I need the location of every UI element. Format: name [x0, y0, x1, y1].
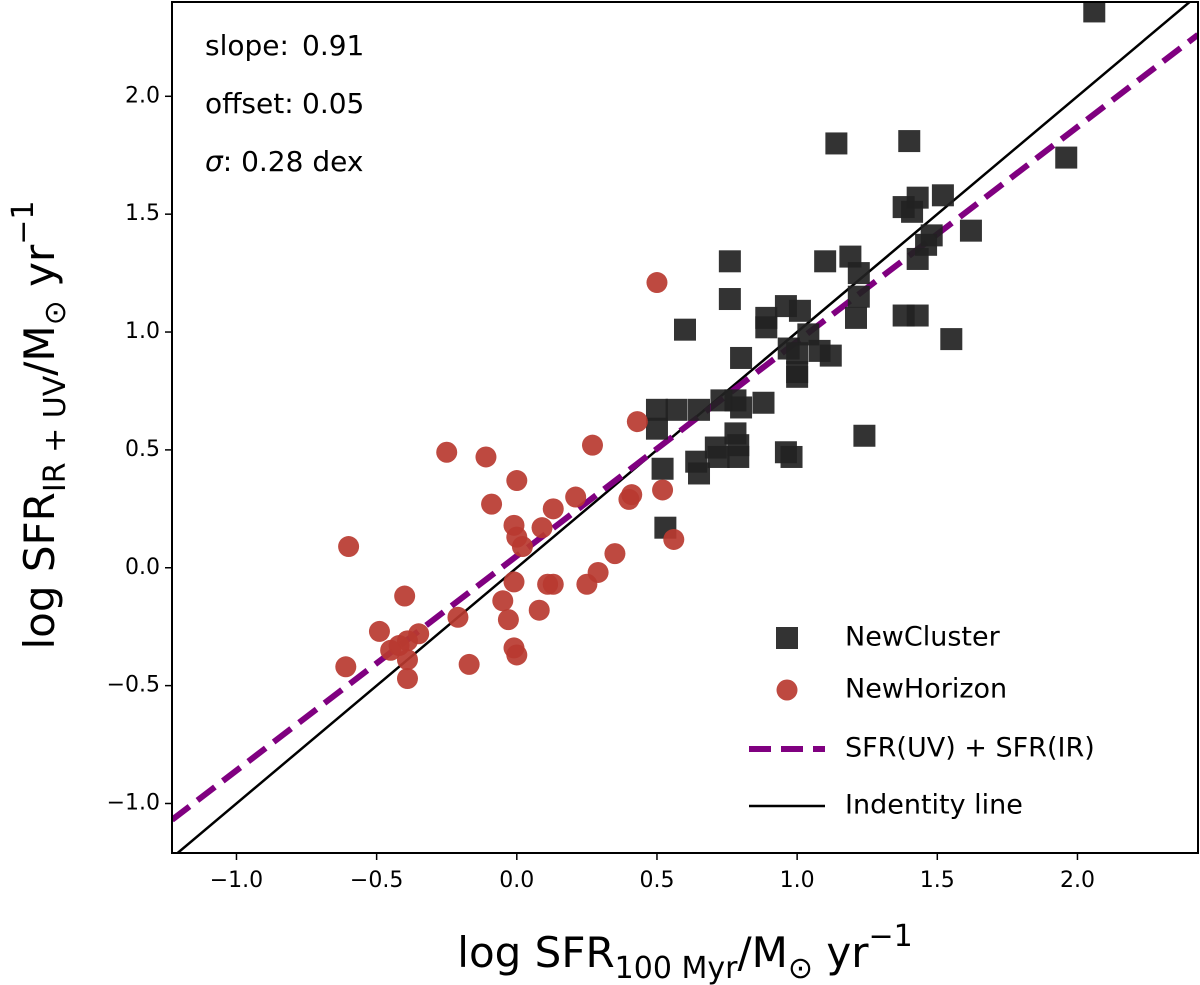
- plot-area: [172, 2, 1198, 853]
- y-tick-label: 1.0: [125, 319, 160, 344]
- square-marker: [730, 396, 753, 419]
- circle-marker: [511, 536, 533, 558]
- circle-marker: [506, 470, 528, 492]
- legend-marker: [776, 627, 798, 649]
- square-marker: [645, 417, 668, 440]
- circle-marker: [531, 517, 553, 539]
- square-marker: [825, 132, 848, 155]
- circle-marker: [528, 599, 550, 621]
- circle-marker: [503, 571, 525, 593]
- x-tick-label: 1.5: [920, 868, 955, 893]
- square-marker: [718, 288, 741, 311]
- circle-marker: [506, 644, 528, 666]
- x-tick-label: 2.0: [1060, 868, 1095, 893]
- circle-marker: [368, 620, 390, 642]
- legend-marker: [776, 679, 798, 701]
- x-tick-label: 0.5: [639, 868, 674, 893]
- square-marker: [665, 398, 688, 421]
- slope-label: slope:: [205, 29, 289, 62]
- square-marker: [651, 457, 674, 480]
- square-marker: [901, 200, 924, 223]
- square-marker: [645, 398, 668, 421]
- square-marker: [707, 445, 730, 468]
- circle-marker: [394, 585, 416, 607]
- y-tick-label: 1.5: [125, 201, 160, 226]
- square-marker: [674, 318, 696, 341]
- y-axis-label: log SFRIR + UV/M⊙ yr−1: [6, 200, 73, 649]
- square-marker: [688, 398, 711, 421]
- square-marker: [718, 250, 741, 273]
- circle-marker: [646, 272, 668, 294]
- circle-marker: [626, 411, 648, 433]
- square-marker: [786, 342, 809, 365]
- square-marker: [847, 262, 870, 285]
- x-tick-label: −1.0: [210, 868, 263, 893]
- circle-marker: [458, 653, 480, 675]
- square-marker: [931, 184, 954, 207]
- square-marker: [839, 245, 862, 268]
- offset-value: 0.05: [302, 87, 364, 120]
- offset-label: offset:: [205, 87, 294, 120]
- y-tick-label: 0.5: [125, 437, 160, 462]
- circle-marker: [447, 606, 469, 628]
- circle-marker: [576, 573, 598, 595]
- square-marker: [906, 247, 929, 270]
- square-marker: [906, 304, 929, 327]
- x-axis-label: log SFR100 Myr/M⊙ yr−1: [457, 919, 912, 985]
- circle-marker: [565, 486, 587, 508]
- square-marker: [688, 462, 711, 485]
- square-marker: [959, 219, 982, 242]
- square-marker: [853, 424, 876, 447]
- axes-frame: [171, 1, 1199, 854]
- square-marker: [898, 130, 921, 153]
- circle-marker: [663, 528, 685, 550]
- square-marker: [1083, 2, 1106, 23]
- square-marker: [752, 391, 775, 414]
- circle-marker: [396, 649, 418, 671]
- circle-marker: [481, 493, 503, 515]
- square-marker: [727, 445, 750, 468]
- square-marker: [940, 328, 963, 351]
- square-marker: [786, 365, 809, 388]
- square-marker: [819, 344, 842, 367]
- circle-marker: [335, 656, 357, 678]
- square-marker: [845, 306, 867, 329]
- circle-marker: [652, 479, 674, 501]
- square-marker: [797, 323, 820, 346]
- circle-marker: [581, 434, 603, 456]
- circle-marker: [618, 488, 640, 510]
- square-marker: [780, 445, 803, 468]
- circle-marker: [338, 536, 360, 558]
- sigma-annotation: σ: 0.28 dex: [205, 145, 363, 178]
- legend-label: NewHorizon: [845, 674, 1007, 705]
- legend-label: Indentity line: [845, 790, 1023, 821]
- circle-marker: [475, 446, 497, 468]
- y-tick-label: 2.0: [125, 83, 160, 108]
- circle-marker: [436, 441, 458, 463]
- square-marker: [788, 299, 811, 322]
- circle-marker: [380, 639, 402, 661]
- square-marker: [1055, 146, 1078, 169]
- circle-marker: [396, 668, 418, 690]
- x-tick-label: 0.0: [499, 868, 534, 893]
- x-tick-label: −0.5: [350, 868, 403, 893]
- circle-marker: [492, 590, 514, 612]
- circle-marker: [604, 543, 626, 565]
- fit-line: [172, 32, 1198, 823]
- slope-value: 0.91: [302, 29, 364, 62]
- square-marker: [730, 346, 753, 369]
- x-tick-label: 1.0: [780, 868, 815, 893]
- y-tick-label: 0.0: [125, 555, 160, 580]
- y-tick-label: −1.0: [107, 790, 160, 815]
- legend-label: SFR(UV) + SFR(IR): [845, 733, 1095, 764]
- square-marker: [814, 250, 837, 273]
- circle-marker: [497, 609, 519, 631]
- y-tick-label: −0.5: [107, 673, 160, 698]
- legend-label: NewCluster: [845, 622, 1001, 653]
- square-marker: [755, 316, 778, 339]
- square-marker: [847, 285, 870, 308]
- circle-marker: [542, 573, 564, 595]
- circle-marker: [542, 498, 564, 520]
